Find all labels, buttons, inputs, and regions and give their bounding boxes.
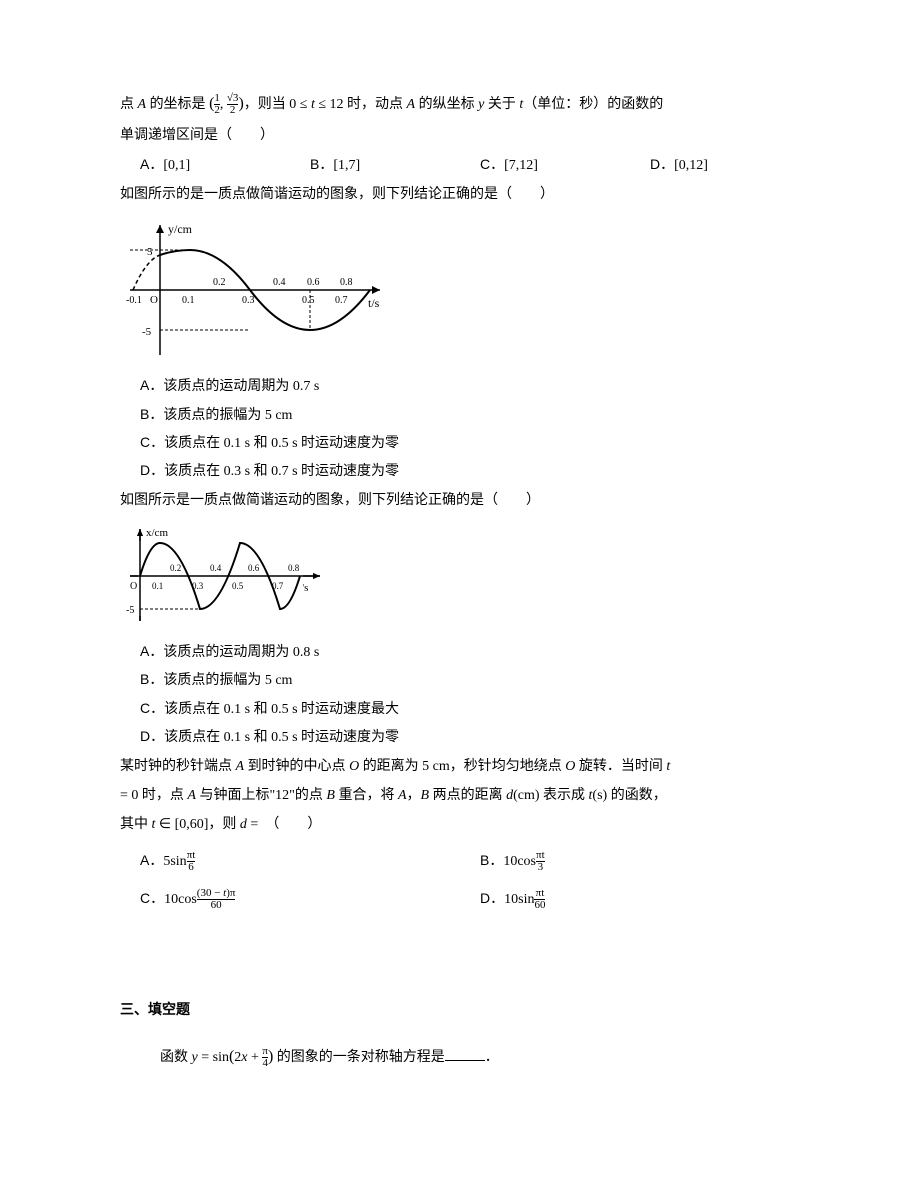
q3-chart: x/cm t/s O -5 0.1 0.2 0.3 0.4 0.5 0.6 0.… [120,521,820,631]
q4-option-a: A．5sinπt6 [140,848,480,874]
q3-option-a: A．该质点的运动周期为 0.8 s [140,639,820,665]
svg-text:0.1: 0.1 [152,581,163,591]
svg-text:-5: -5 [126,605,134,616]
q2-option-d: D．该质点在 0.3 s 和 0.7 s 时运动速度为零 [140,458,820,484]
q3-option-b: B．该质点的振幅为 5 cm [140,667,820,693]
svg-text:0.5: 0.5 [232,581,244,591]
q4-option-b: B．10cosπt3 [480,848,820,874]
q4-option-c: C．10cos(30 − t)π60 [140,886,480,912]
svg-text:0.6: 0.6 [307,277,320,288]
q3-option-c: C．该质点在 0.1 s 和 0.5 s 时运动速度最大 [140,696,820,722]
q2-option-c: C．该质点在 0.1 s 和 0.5 s 时运动速度为零 [140,430,820,456]
q2-options: A．该质点的运动周期为 0.7 s B．该质点的振幅为 5 cm C．该质点在 … [140,373,820,484]
question-4: 某时钟的秒针端点 A 到时钟的中心点 O 的距离为 5 cm，秒针均匀地绕点 O… [120,754,820,918]
q3-options: A．该质点的运动周期为 0.8 s B．该质点的振幅为 5 cm C．该质点在 … [140,639,820,750]
svg-text:0.3: 0.3 [192,581,204,591]
q5-stem: 函数 y = sin(2x + π4) 的图象的一条对称轴方程是． [160,1043,820,1072]
svg-text:0.2: 0.2 [213,277,226,288]
q2-option-a: A．该质点的运动周期为 0.7 s [140,373,820,399]
svg-text:O: O [130,581,137,592]
origin-label: O [150,294,158,306]
q3-stem: 如图所示是一质点做简谐运动的图象，则下列结论正确的是（ ） [120,488,820,513]
question-5: 函数 y = sin(2x + π4) 的图象的一条对称轴方程是． [120,1043,820,1072]
q2-chart: y/cm t/s O 5 -5 -0.1 0.1 0.2 0.3 0.4 0.5… [120,215,820,365]
svg-text:0.4: 0.4 [273,277,286,288]
q2-stem: 如图所示的是一质点做简谐运动的图象，则下列结论正确的是（ ） [120,182,820,207]
svg-text:-0.1: -0.1 [126,295,142,306]
q1-stem-2: 单调递增区间是（ ） [120,123,820,148]
q4-stem-1: 某时钟的秒针端点 A 到时钟的中心点 O 的距离为 5 cm，秒针均匀地绕点 O… [120,754,820,779]
svg-text:0.8: 0.8 [340,277,353,288]
q1-option-d: D．[0,12] [650,152,820,178]
section-3-title: 三、填空题 [120,998,820,1023]
question-3: 如图所示是一质点做简谐运动的图象，则下列结论正确的是（ ） x/cm t/s O… [120,488,820,750]
q3-option-d: D．该质点在 0.1 s 和 0.5 s 时运动速度为零 [140,724,820,750]
q4-option-d: D．10sinπt60 [480,886,820,912]
q4-stem-3: 其中 t ∈ [0,60]，则 d = （ ） [120,812,820,837]
svg-text:0.5: 0.5 [302,295,315,306]
q1-option-c: C．[7,12] [480,152,650,178]
q2-xlabel: t/s [368,296,380,310]
svg-text:0.7: 0.7 [335,295,348,306]
q1-option-a: A．[0,1] [140,152,310,178]
q2-option-b: B．该质点的振幅为 5 cm [140,402,820,428]
q2-ylabel: y/cm [168,222,193,236]
svg-text:5: 5 [147,246,153,258]
svg-text:0.6: 0.6 [248,563,260,573]
question-1: 点 A 的坐标是 (12, √32)，则当 0 ≤ t ≤ 12 时，动点 A … [120,90,820,178]
svg-text:0.4: 0.4 [210,563,222,573]
q1-stem-1: 点 A 的坐标是 (12, √32)，则当 0 ≤ t ≤ 12 时，动点 A … [120,90,820,119]
svg-text:0.7: 0.7 [272,581,284,591]
svg-text:-5: -5 [142,326,152,338]
svg-text:0.3: 0.3 [242,295,255,306]
svg-text:0.2: 0.2 [170,563,181,573]
q3-ylabel: x/cm [146,527,168,539]
svg-text:0.1: 0.1 [182,295,195,306]
question-2: 如图所示的是一质点做简谐运动的图象，则下列结论正确的是（ ） y/cm t/s … [120,182,820,484]
svg-text:0.8: 0.8 [288,563,300,573]
q1-option-b: B．[1,7] [310,152,480,178]
q1-options: A．[0,1] B．[1,7] C．[7,12] D．[0,12] [140,152,820,178]
q4-stem-2: = 0 时，点 A 与钟面上标"12"的点 B 重合，将 A，B 两点的距离 d… [120,783,820,808]
fill-blank [445,1060,485,1061]
q4-options: A．5sinπt6 B．10cosπt3 C．10cos(30 − t)π60 … [140,842,820,918]
